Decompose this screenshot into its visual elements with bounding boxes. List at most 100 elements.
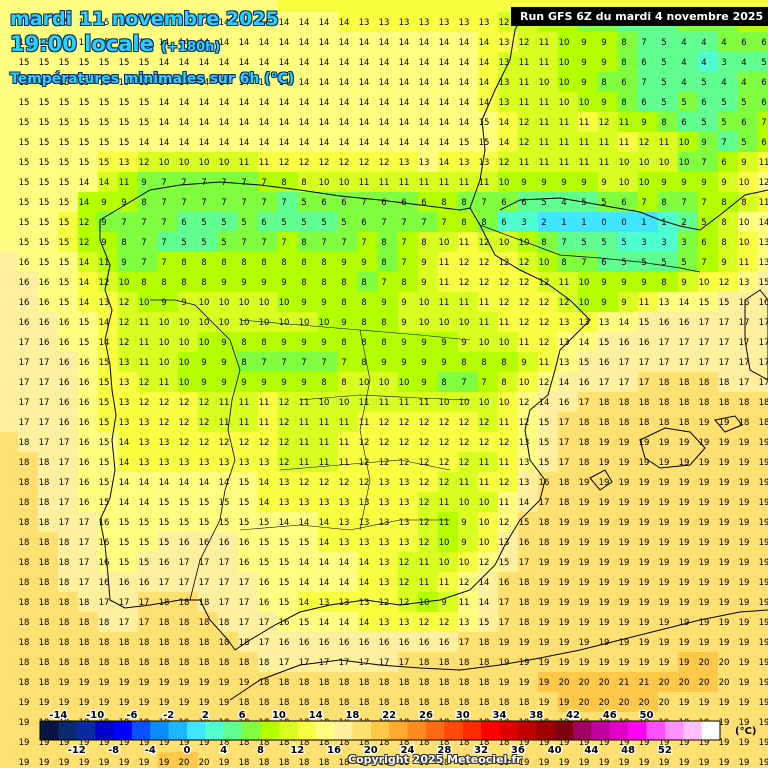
copyright: Copyright 2025 Meteociel.fr (348, 753, 522, 766)
temperature-value: 14 (319, 518, 330, 528)
temperature-value: 10 (319, 318, 330, 328)
temperature-cell (278, 212, 298, 232)
temperature-value: 16 (259, 578, 270, 588)
temperature-cell (678, 92, 698, 112)
temperature-cell (58, 212, 78, 232)
temperature-value: 11 (439, 278, 450, 288)
temperature-cell (138, 272, 158, 292)
temperature-cell (418, 172, 438, 192)
temperature-cell (738, 492, 758, 512)
temperature-value: 19 (679, 498, 690, 508)
temperature-value: 6 (621, 198, 626, 208)
temperature-value: 19 (19, 698, 30, 708)
temperature-cell (718, 512, 738, 532)
temperature-cell (418, 272, 438, 292)
temperature-value: 18 (619, 398, 630, 408)
temperature-cell (758, 332, 768, 352)
temperature-value: 12 (379, 458, 390, 468)
temperature-cell (238, 172, 258, 192)
temperature-cell (118, 172, 138, 192)
temperature-value: 18 (39, 558, 50, 568)
temperature-cell (318, 72, 338, 92)
legend-tick-label: -2 (163, 710, 174, 721)
temperature-value: 9 (681, 178, 686, 188)
temperature-value: 10 (479, 398, 490, 408)
temperature-cell (358, 372, 378, 392)
temperature-cell (238, 452, 258, 472)
temperature-value: 10 (579, 98, 590, 108)
temperature-value: 17 (459, 638, 470, 648)
temperature-cell (538, 52, 558, 72)
temperature-value: 16 (59, 418, 70, 428)
temperature-value: 14 (579, 338, 590, 348)
temperature-cell (98, 332, 118, 352)
temperature-value: 19 (579, 618, 590, 628)
temperature-cell (398, 152, 418, 172)
temperature-value: 11 (419, 578, 430, 588)
temperature-value: 13 (199, 458, 210, 468)
temperature-cell (718, 432, 738, 452)
temperature-value: 13 (379, 558, 390, 568)
temperature-cell (218, 12, 238, 32)
temperature-value: 12 (199, 438, 210, 448)
temperature-value: 6 (741, 38, 746, 48)
temperature-value: 15 (539, 418, 550, 428)
temperature-cell (58, 92, 78, 112)
temperature-cell (618, 432, 638, 452)
temperature-value: 13 (379, 578, 390, 588)
temperature-cell (598, 32, 618, 52)
temperature-value: 18 (319, 678, 330, 688)
temperature-value: 19 (659, 438, 670, 448)
temperature-value: 18 (79, 618, 90, 628)
temperature-value: 19 (759, 658, 768, 668)
temperature-value: 19 (659, 578, 670, 588)
temperature-cell (0, 0, 18, 12)
temperature-value: 17 (639, 378, 650, 388)
temperature-cell (378, 232, 398, 252)
temperature-value: 17 (719, 358, 730, 368)
temperature-value: 14 (259, 498, 270, 508)
temperature-value: 12 (199, 398, 210, 408)
temperature-cell (598, 352, 618, 372)
temperature-value: 7 (201, 178, 206, 188)
temperature-cell (618, 272, 638, 292)
temperature-value: 11 (519, 78, 530, 88)
temperature-value: 15 (519, 518, 530, 528)
temperature-value: 19 (639, 538, 650, 548)
temperature-value: 14 (159, 58, 170, 68)
temperature-value: 16 (19, 258, 30, 268)
temperature-value: 7 (441, 218, 446, 228)
temperature-value: 17 (699, 338, 710, 348)
temperature-value: 18 (459, 698, 470, 708)
temperature-cell (318, 352, 338, 372)
temperature-cell (458, 252, 478, 272)
temperature-value: 9 (581, 178, 586, 188)
temperature-cell (378, 472, 398, 492)
temperature-cell (558, 252, 578, 272)
temperature-value: 7 (261, 238, 266, 248)
temperature-cell (438, 172, 458, 192)
temperature-cell (658, 172, 678, 192)
temperature-cell (358, 352, 378, 372)
temperature-value: 18 (39, 518, 50, 528)
temperature-value: 18 (199, 658, 210, 668)
temperature-cell (398, 12, 418, 32)
temperature-value: 11 (219, 398, 230, 408)
temperature-value: 7 (381, 218, 386, 228)
temperature-cell (58, 352, 78, 372)
temperature-cell (278, 32, 298, 52)
temperature-value: 16 (659, 318, 670, 328)
temperature-value: 7 (161, 238, 166, 248)
temperature-cell (718, 212, 738, 232)
temperature-cell (518, 412, 538, 432)
temperature-value: 3 (641, 238, 646, 248)
temperature-value: 17 (659, 358, 670, 368)
temperature-value: 14 (499, 138, 510, 148)
legend-tick-label: -4 (145, 745, 156, 756)
temperature-cell (218, 292, 238, 312)
temperature-value: 19 (739, 618, 750, 628)
temperature-value: 8 (381, 338, 386, 348)
temperature-cell (498, 252, 518, 272)
temperature-cell (198, 132, 218, 152)
temperature-cell (378, 0, 398, 12)
